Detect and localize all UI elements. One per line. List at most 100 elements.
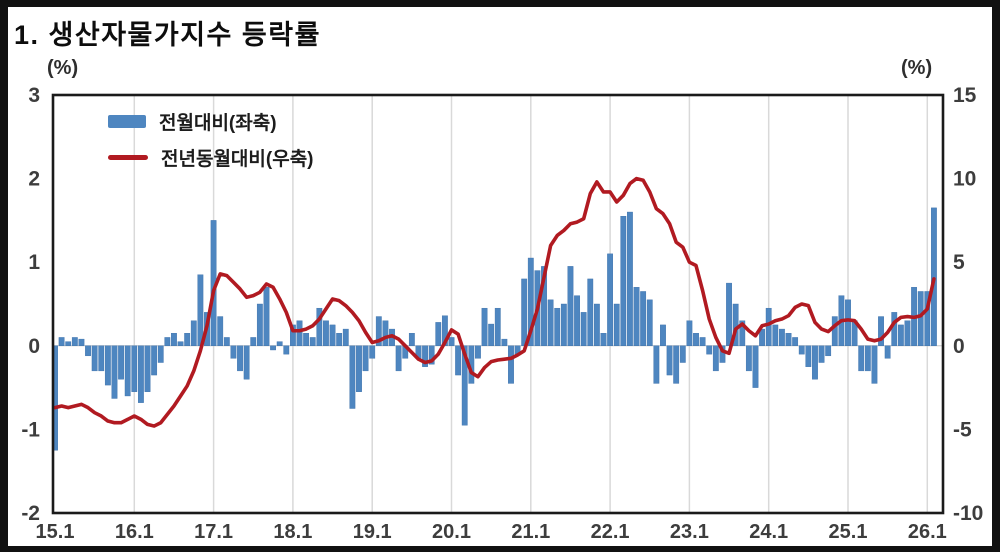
bar-mom-69 <box>508 345 514 384</box>
bar-mom-66 <box>488 323 495 346</box>
bar-mom-127 <box>891 312 898 346</box>
bar-mom-68 <box>501 338 508 346</box>
bar-mom-52 <box>395 345 402 372</box>
x-tick-22.1: 22.1 <box>591 521 630 543</box>
legend-bar-label: 전월대비(좌축) <box>159 112 277 134</box>
left-tick-3: 3 <box>28 84 40 107</box>
bar-mom-108 <box>765 307 772 346</box>
bar-mom-18 <box>171 333 177 347</box>
right-tick-15: 15 <box>953 84 977 107</box>
x-tick-15.1: 15.1 <box>36 521 75 543</box>
bar-mom-48 <box>369 345 376 359</box>
bar-mom-101 <box>719 345 726 363</box>
bar-mom-116 <box>818 345 825 363</box>
bar-mom-86 <box>620 216 627 347</box>
bar-mom-111 <box>785 333 792 347</box>
bar-mom-74 <box>541 266 547 347</box>
x-tick-19.1: 19.1 <box>353 521 392 543</box>
bar-mom-120 <box>845 299 851 347</box>
bar-mom-1 <box>58 337 65 347</box>
bar-mom-89 <box>640 291 647 346</box>
bar-mom-2 <box>65 341 72 346</box>
bar-mom-67 <box>494 307 501 346</box>
frame-edge-top <box>0 0 1000 7</box>
bar-mom-21 <box>190 320 197 347</box>
bar-mom-3 <box>71 337 78 347</box>
right-tick-0: 0 <box>953 335 965 358</box>
line-series-swatch-icon <box>108 154 148 160</box>
bar-mom-42 <box>329 324 336 346</box>
bar-mom-128 <box>897 324 904 346</box>
left-tick-2: 2 <box>28 168 40 191</box>
bar-mom-131 <box>917 291 924 346</box>
bar-mom-105 <box>745 345 752 372</box>
bar-series-swatch-icon <box>108 114 146 128</box>
bar-mom-133 <box>931 207 937 347</box>
bar-mom-32 <box>263 287 270 346</box>
bar-mom-71 <box>521 278 528 347</box>
bar-mom-37 <box>296 320 303 347</box>
bar-mom-35 <box>283 345 290 355</box>
x-tick-23.1: 23.1 <box>670 521 709 543</box>
legend-item-bar-series: 전월대비(좌축) <box>108 108 314 134</box>
bar-mom-22 <box>197 274 204 346</box>
bar-mom-65 <box>481 307 488 346</box>
bar-mom-129 <box>904 320 911 347</box>
bar-mom-104 <box>739 320 746 347</box>
bar-mom-33 <box>270 345 276 351</box>
bar-mom-9 <box>111 345 118 399</box>
bar-mom-126 <box>884 345 891 359</box>
bar-mom-29 <box>243 345 250 380</box>
bar-mom-102 <box>726 282 732 347</box>
bar-mom-19 <box>177 341 184 346</box>
bar-mom-46 <box>356 345 362 392</box>
bar-mom-117 <box>825 345 832 357</box>
bar-mom-54 <box>408 333 415 347</box>
bar-mom-28 <box>237 345 243 372</box>
bar-mom-61 <box>455 345 462 376</box>
bar-mom-100 <box>712 345 719 372</box>
bar-mom-132 <box>924 291 931 346</box>
bar-mom-36 <box>290 324 296 346</box>
x-tick-24.1: 24.1 <box>749 521 788 543</box>
bar-mom-80 <box>580 312 587 346</box>
bar-mom-90 <box>646 299 653 347</box>
bar-mom-118 <box>831 316 838 347</box>
left-tick--2: -2 <box>21 502 40 525</box>
bar-mom-39 <box>309 337 316 347</box>
bar-mom-95 <box>679 345 686 363</box>
bar-mom-57 <box>428 345 435 365</box>
bar-mom-6 <box>91 345 98 372</box>
bar-mom-72 <box>527 257 534 346</box>
bar-mom-93 <box>666 345 673 376</box>
bar-mom-79 <box>574 295 580 347</box>
plot-border <box>51 93 945 515</box>
bar-mom-99 <box>706 345 713 355</box>
line-yoy <box>53 176 936 428</box>
legend-line-label: 전년동월대비(우축) <box>161 148 314 170</box>
bar-mom-82 <box>593 303 600 346</box>
bar-mom-10 <box>118 345 124 380</box>
bar-mom-58 <box>435 322 442 347</box>
bar-mom-114 <box>805 345 812 367</box>
bar-mom-31 <box>256 303 263 346</box>
chart-legend: 전월대비(좌축) 전년동월대비(우축) <box>108 108 314 170</box>
bar-mom-113 <box>798 345 805 355</box>
x-tick-25.1: 25.1 <box>829 521 868 543</box>
bar-mom-94 <box>673 345 680 384</box>
bar-mom-43 <box>336 333 343 347</box>
bar-mom-85 <box>613 303 620 346</box>
left-axis-unit-label: (%) <box>47 57 79 79</box>
bar-mom-8 <box>104 345 111 386</box>
x-tick-17.1: 17.1 <box>194 521 233 543</box>
frame-edge-right <box>992 0 1000 552</box>
bar-mom-17 <box>164 337 171 347</box>
right-tick--10: -10 <box>953 502 983 525</box>
bar-mom-5 <box>85 345 91 357</box>
bar-mom-92 <box>660 324 666 346</box>
bar-mom-110 <box>779 328 785 346</box>
bar-mom-83 <box>600 333 607 347</box>
bar-mom-60 <box>448 337 455 347</box>
bar-mom-49 <box>375 316 382 347</box>
